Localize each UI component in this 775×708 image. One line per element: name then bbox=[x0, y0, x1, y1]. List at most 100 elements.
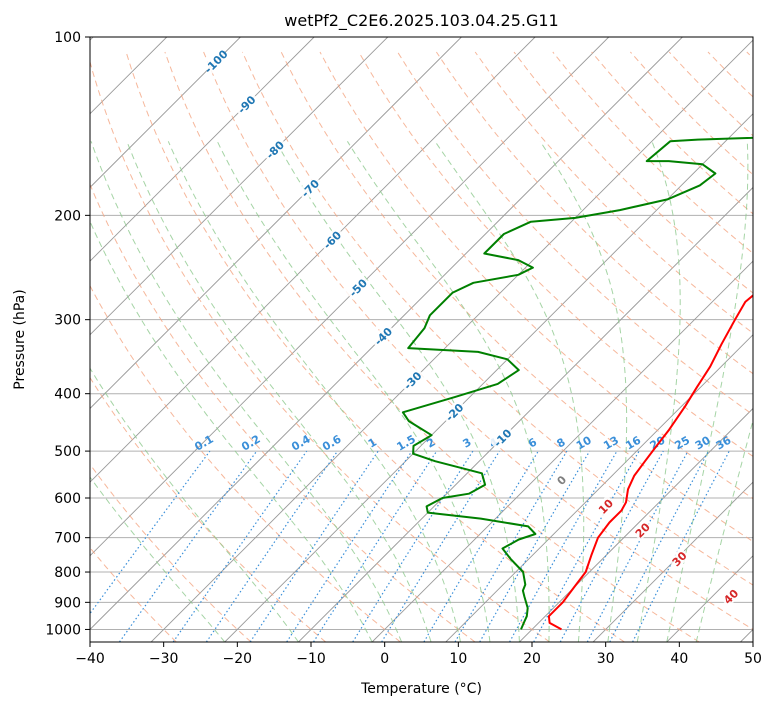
moist-adiabat-line bbox=[636, 141, 681, 642]
isotherm-line bbox=[224, 113, 753, 642]
mixing-ratio-line bbox=[352, 450, 474, 642]
isotherm-line bbox=[90, 37, 389, 336]
isotherm-line bbox=[90, 37, 241, 189]
mixing-ratio-line bbox=[559, 450, 664, 642]
x-tick-label: 40 bbox=[670, 651, 688, 667]
isotherm-line bbox=[371, 260, 753, 642]
moist-adiabat-line bbox=[90, 367, 299, 642]
x-axis-title: Temperature (°C) bbox=[360, 681, 482, 697]
isotherm-line bbox=[445, 334, 753, 642]
mixing-ratio-label: 25 bbox=[672, 434, 692, 453]
sounding-series-1 bbox=[547, 294, 753, 631]
moist-adiabat-label: 40 bbox=[721, 587, 741, 607]
x-tick-label: −20 bbox=[223, 651, 253, 667]
mixing-ratio-label: 30 bbox=[693, 433, 713, 452]
dry-adiabat-line bbox=[513, 51, 753, 294]
dry-adiabat-line bbox=[90, 59, 551, 642]
x-tick-label: 0 bbox=[380, 651, 389, 667]
y-tick-label: 100 bbox=[54, 30, 81, 46]
mixing-ratio-line bbox=[586, 450, 689, 642]
mixing-ratio-label: 36 bbox=[714, 433, 734, 452]
dry-adiabat-line bbox=[397, 51, 753, 416]
mixing-ratio-label: 1 bbox=[366, 436, 379, 451]
mixing-ratio-line bbox=[90, 450, 211, 615]
x-tick-label: 30 bbox=[597, 651, 615, 667]
isotherm-line bbox=[519, 407, 753, 642]
moist-adiabat-line bbox=[275, 141, 520, 642]
dry-adiabat-line bbox=[358, 51, 753, 457]
mixing-ratio-label: 13 bbox=[601, 434, 621, 453]
isotherm-line bbox=[592, 481, 753, 642]
mixing-ratio-line bbox=[509, 450, 618, 642]
mixing-ratio-line bbox=[312, 450, 438, 642]
mixing-ratio-label: 0.6 bbox=[320, 432, 344, 453]
mixing-ratio-line bbox=[205, 450, 338, 642]
y-tick-label: 600 bbox=[54, 491, 81, 507]
isotherm-line bbox=[90, 37, 315, 262]
y-tick-label: 200 bbox=[54, 208, 81, 224]
mixing-ratio-label: 0.2 bbox=[239, 433, 262, 454]
mixing-ratio-line bbox=[454, 450, 568, 642]
mixing-ratio-label: 0.4 bbox=[289, 432, 313, 453]
y-axis-title: Pressure (hPa) bbox=[12, 289, 28, 389]
mixing-ratio-label: 3 bbox=[461, 436, 474, 451]
moist-adiabat-line bbox=[216, 141, 491, 642]
moist-adiabat-line bbox=[695, 418, 753, 642]
mixing-ratio-line bbox=[172, 450, 308, 642]
isotherm-line bbox=[740, 628, 753, 642]
x-tick-label: 50 bbox=[744, 651, 762, 667]
dry-adiabat-line bbox=[164, 51, 700, 642]
isotherm-line bbox=[90, 37, 536, 483]
x-tick-label: −10 bbox=[296, 651, 326, 667]
mixing-ratio-line bbox=[632, 450, 730, 642]
y-tick-label: 400 bbox=[54, 387, 81, 403]
dry-adiabat-line bbox=[435, 51, 753, 375]
y-tick-label: 1000 bbox=[45, 622, 81, 638]
mixing-ratio-label: 1.5 bbox=[394, 433, 417, 454]
mixing-ratio-label: 6 bbox=[526, 435, 539, 450]
dry-adiabat-line bbox=[203, 51, 753, 631]
y-tick-label: 900 bbox=[54, 595, 81, 611]
moist-adiabat-line bbox=[346, 141, 550, 642]
mixing-ratio-line bbox=[533, 450, 640, 642]
moist-adiabat-line bbox=[539, 141, 628, 642]
moist-adiabat-line bbox=[126, 141, 432, 642]
isotherm-line bbox=[90, 37, 462, 410]
plot-frame bbox=[89, 36, 754, 643]
moist-adiabat-line bbox=[167, 141, 461, 642]
sounding-series-2 bbox=[401, 136, 753, 630]
dry-adiabat-line bbox=[125, 51, 625, 642]
mixing-ratio-line bbox=[381, 450, 501, 642]
moist-adiabat-line bbox=[666, 141, 749, 642]
dry-adiabat-line bbox=[319, 51, 753, 500]
isotherm-line bbox=[150, 39, 753, 642]
sounding-series bbox=[401, 136, 753, 631]
dry-adiabat-line bbox=[90, 284, 401, 642]
mixing-ratio-line bbox=[286, 450, 413, 642]
y-tick-label: 800 bbox=[54, 565, 81, 581]
x-tick-label: −40 bbox=[75, 651, 105, 667]
mixing-ratio-line bbox=[249, 450, 379, 642]
y-tick-label: 300 bbox=[54, 313, 81, 329]
dry-adiabat-line bbox=[90, 376, 327, 642]
x-axis-ticks: −40 −30 −20 −10 0 10 20 30 40 50 bbox=[75, 642, 762, 667]
x-tick-label: −30 bbox=[149, 651, 179, 667]
dry-adiabat-line bbox=[90, 183, 476, 642]
moist-adiabat-line bbox=[90, 141, 403, 642]
moist-adiabat-line bbox=[90, 220, 373, 642]
y-axis-ticks: 100 200 300 400 500 600 700 800 900 1000 bbox=[45, 30, 90, 638]
dry-adiabat-line bbox=[552, 51, 753, 254]
x-tick-label: 20 bbox=[523, 651, 541, 667]
isotherm-label: -100 bbox=[202, 47, 231, 76]
dry-adiabat-line bbox=[90, 463, 252, 642]
isotherm-line bbox=[90, 37, 610, 557]
mixing-ratio-line bbox=[119, 450, 258, 642]
dry-adiabat-line bbox=[474, 51, 753, 334]
dry-adiabat-line bbox=[280, 51, 753, 543]
chart-title: wetPf2_C2E6.2025.103.04.25.G11 bbox=[284, 11, 558, 31]
x-tick-label: 10 bbox=[449, 651, 467, 667]
dry-adiabat-line bbox=[241, 51, 753, 586]
y-tick-label: 700 bbox=[54, 531, 81, 547]
y-tick-label: 500 bbox=[54, 444, 81, 460]
